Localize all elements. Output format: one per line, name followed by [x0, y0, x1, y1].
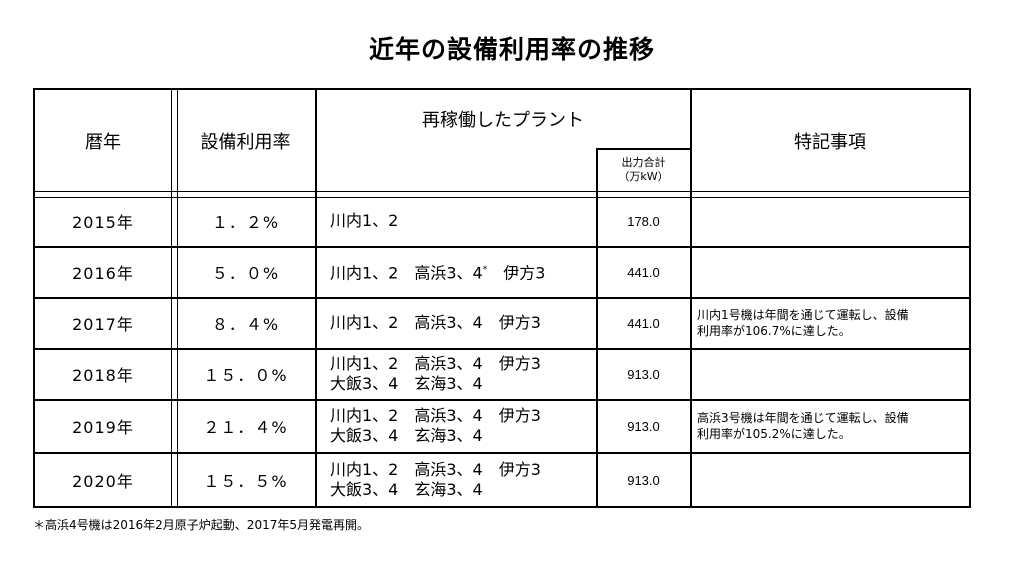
plants-line: 川内1、2 高浜3、4* 伊方3 — [330, 260, 545, 283]
cell-rate: ２１．４% — [203, 418, 288, 437]
header-year: 暦年 — [85, 131, 121, 153]
col-divider — [596, 148, 598, 506]
row-divider — [35, 452, 969, 454]
plants-text: 川内1、2 高浜3、4 伊方3 — [330, 406, 541, 425]
plants-text: 大飯3、4 玄海3、4 — [330, 374, 483, 393]
plants-text: 川内1、2 高浜3、4 — [330, 263, 483, 283]
plants-line: 川内1、2 高浜3、4 伊方3 — [330, 354, 541, 374]
plants-line: 川内1、2 — [330, 211, 398, 231]
page-title: 近年の設備利用率の推移 — [368, 35, 655, 64]
plants-text: 伊方3 — [487, 263, 546, 283]
row-divider — [35, 399, 969, 401]
header-output-label: 出力合計 — [621, 156, 666, 169]
cell-year: 2018年 — [72, 366, 134, 385]
row-divider — [35, 246, 969, 248]
cell-notes — [691, 349, 969, 399]
col-divider — [315, 90, 317, 506]
cell-notes — [691, 196, 969, 246]
footnote: ＊高浜4号機は2016年2月原子炉起動、2017年5月発電再開。 — [33, 518, 369, 532]
cell-plants: 川内1、2 — [316, 196, 596, 246]
header-notes: 特記事項 — [794, 131, 866, 153]
plants-text: 川内1、2 高浜3、4 伊方3 — [330, 313, 541, 332]
cell-notes — [691, 247, 969, 297]
plants-text: 大飯3、4 玄海3、4 — [330, 426, 483, 445]
note-text: 高浜3号機は年間を通じて運転し、設備 — [697, 411, 909, 425]
cell-output: 441.0 — [627, 315, 660, 331]
cell-plants: 川内1、2 高浜3、4 伊方3 大飯3、4 玄海3、4 — [316, 400, 596, 452]
header-rate: 設備利用率 — [200, 131, 291, 153]
row-divider — [35, 348, 969, 350]
cell-output: 913.0 — [627, 418, 660, 434]
note-text: 川内1号機は年間を通じて運転し、設備 — [697, 308, 909, 322]
cell-year: 2020年 — [72, 472, 134, 491]
cell-output: 178.0 — [627, 213, 660, 229]
cell-rate: １５．０% — [203, 366, 288, 385]
header-divider — [35, 191, 969, 198]
output-header-divider — [596, 148, 692, 150]
header-output: 出力合計 （万kW） — [597, 149, 690, 191]
cell-rate: １．２% — [211, 213, 280, 232]
header-output-unit: （万kW） — [618, 170, 669, 183]
note-text: 利用率が105.2%に達した。 — [697, 427, 851, 441]
cell-plants: 川内1、2 高浜3、4 伊方3 大飯3、4 玄海3、4 — [316, 349, 596, 399]
footnote-mark: * — [482, 265, 488, 276]
plants-text: 川内1、2 — [330, 211, 399, 230]
header-plants: 再稼働したプラント — [422, 110, 584, 131]
cell-rate: ５．０% — [211, 264, 280, 283]
cell-plants: 川内1、2 高浜3、4* 伊方3 — [316, 247, 596, 297]
cell-output: 441.0 — [627, 264, 660, 280]
cell-notes: 高浜3号機は年間を通じて運転し、設備 利用率が105.2%に達した。 — [691, 400, 969, 452]
cell-year: 2017年 — [72, 315, 134, 334]
plants-text: 大飯3、4 玄海3、4 — [330, 480, 483, 499]
plants-line: 大飯3、4 玄海3、4 — [330, 374, 483, 394]
plants-line: 大飯3、4 玄海3、4 — [330, 480, 483, 500]
cell-year: 2015年 — [72, 213, 134, 232]
cell-notes — [691, 453, 969, 507]
cell-year: 2016年 — [72, 264, 134, 283]
cell-output: 913.0 — [627, 366, 660, 382]
cell-output: 913.0 — [627, 472, 660, 488]
row-divider — [35, 297, 969, 299]
col-divider — [690, 90, 692, 506]
utilization-table: 暦年 設備利用率 再稼働したプラント 出力合計 （万kW） 特記事項 2015年… — [33, 88, 971, 508]
plants-line: 川内1、2 高浜3、4 伊方3 — [330, 313, 541, 333]
plants-text: 川内1、2 高浜3、4 伊方3 — [330, 460, 541, 479]
plants-line: 川内1、2 高浜3、4 伊方3 — [330, 460, 541, 480]
plants-line: 川内1、2 高浜3、4 伊方3 — [330, 406, 541, 426]
plants-text: 川内1、2 高浜3、4 伊方3 — [330, 354, 541, 373]
cell-rate: ８．４% — [211, 315, 280, 334]
col-divider — [171, 90, 178, 506]
cell-notes: 川内1号機は年間を通じて運転し、設備 利用率が106.7%に達した。 — [691, 298, 969, 348]
cell-plants: 川内1、2 高浜3、4 伊方3 大飯3、4 玄海3、4 — [316, 453, 596, 507]
cell-rate: １５．５% — [203, 472, 288, 491]
note-text: 利用率が106.7%に達した。 — [697, 324, 851, 338]
cell-year: 2019年 — [72, 418, 134, 437]
plants-line: 大飯3、4 玄海3、4 — [330, 426, 483, 446]
cell-plants: 川内1、2 高浜3、4 伊方3 — [316, 298, 596, 348]
